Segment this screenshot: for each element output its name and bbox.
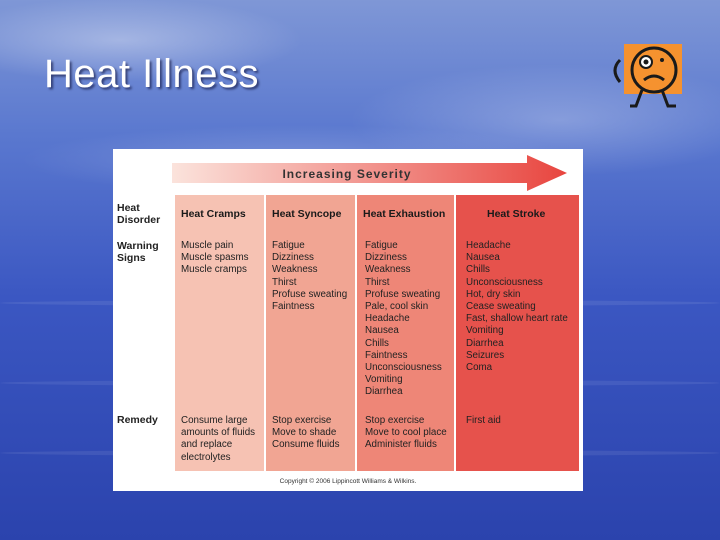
list-item: Unconsciousness [466,276,543,288]
list-item: Diarrhea [365,386,403,398]
list-item: Nausea [466,252,500,264]
header-heat-stroke: Heat Stroke [487,208,546,220]
header-heat-syncope: Heat Syncope [272,208,342,220]
column-heat-stroke [456,195,579,471]
arrow-label: Increasing Severity [282,167,411,181]
signs-list-heat-syncope: Fatigue Dizziness Weakness Thirst Profuse sw… [272,240,347,313]
remedy-list-heat-syncope: Stop exercise Move to shade Consume fluids [272,415,340,452]
list-item: Weakness [365,264,411,276]
list-item: Profuse sweating [272,288,348,300]
copyright-text: Copyright © 2006 Lippincott Williams & W… [279,478,417,485]
list-item: amounts of fluids [181,427,256,439]
list-item: Nausea [365,325,399,337]
column-heat-syncope [266,195,355,471]
list-item: Thirst [365,276,390,288]
list-item: Muscle cramps [181,264,247,276]
list-item: Diarrhea [466,337,504,349]
worried-face-clipart-icon [613,44,682,108]
list-item: Fatigue [272,240,305,251]
list-item: Headache [466,240,511,251]
list-item: Consume large [181,415,248,426]
signs-list-heat-exhaustion: Fatigue Dizziness Weakness Thirst Profuse sw… [365,240,442,399]
remedy-list-heat-stroke: First aid [466,415,501,427]
row-label-warning-signs: Warning Signs [117,240,159,264]
header-heat-exhaustion: Heat Exhaustion [363,208,446,220]
list-item: Unconsciousness [365,362,442,374]
row-label-remedy: Remedy [117,414,158,426]
row-label-heat-disorder: Heat Disorder [117,202,161,226]
list-item: Chills [466,264,490,276]
list-item: Coma [466,362,493,374]
list-item: Administer fluids [365,439,437,451]
list-item: Faintness [272,301,315,313]
column-heat-exhaustion [357,195,454,471]
list-item: and replace [181,439,233,451]
list-item: Move to cool place [365,427,447,439]
list-item: Stop exercise [272,415,332,426]
signs-list-heat-cramps: Muscle pain Muscle spasms Muscle cramps [181,240,249,277]
list-item: Seizures [466,349,505,361]
list-item: Chills [365,337,389,349]
list-item: Fast, shallow heart rate [466,313,568,325]
list-item: Muscle pain [181,240,234,251]
list-item: Weakness [272,264,318,276]
list-item: Profuse sweating [365,288,441,300]
increasing-severity-arrow: Increasing Severity [172,155,567,191]
signs-list-heat-stroke: Headache Nausea Chills Unconsciousness Hot, … [466,240,568,374]
list-item: Stop exercise [365,415,425,426]
list-item: First aid [466,415,501,426]
list-item: Cease sweating [466,301,536,313]
list-item: Consume fluids [272,439,340,451]
list-item: Muscle spasms [181,252,249,264]
header-heat-cramps: Heat Cramps [181,208,246,220]
list-item: Hot, dry skin [466,288,521,300]
slide-title: Heat Illness [44,52,259,96]
list-item: Vomiting [466,325,504,337]
list-item: Thirst [272,276,297,288]
list-item: Vomiting [365,374,403,386]
list-item: Fatigue [365,240,398,251]
list-item: Dizziness [365,252,407,264]
list-item: Pale, cool skin [365,301,429,313]
remedy-list-heat-exhaustion: Stop exercise Move to cool place Administe… [365,415,447,452]
list-item: Faintness [365,349,408,361]
list-item: Move to shade [272,427,337,439]
list-item: Headache [365,313,410,325]
list-item: Dizziness [272,252,314,264]
remedy-list-heat-cramps: Consume large amounts of fluids and replac… [181,415,255,464]
list-item: electrolytes [181,451,231,463]
column-heat-cramps [175,195,264,471]
